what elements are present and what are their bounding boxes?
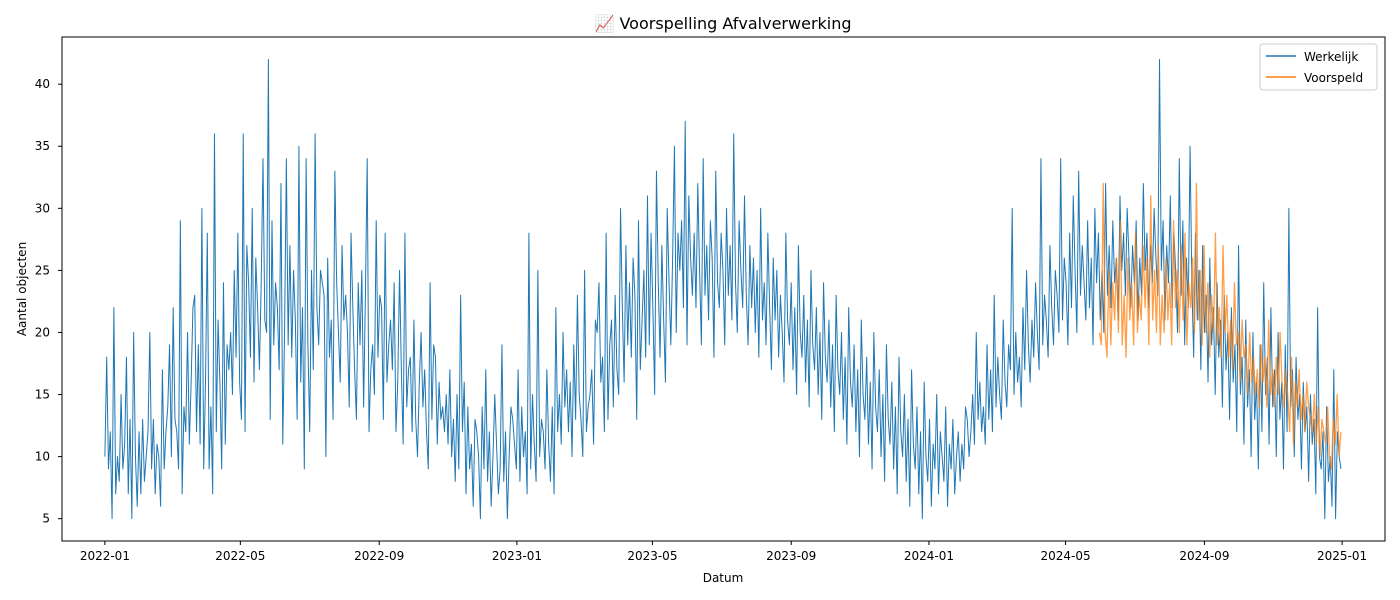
legend-label-voorspeld: Voorspeld (1304, 71, 1363, 85)
x-tick-label: 2024-01 (904, 549, 954, 563)
y-axis-ticks: 5 10 15 20 25 30 35 40 (35, 77, 62, 526)
x-tick-label: 2023-01 (492, 549, 542, 563)
legend: Werkelijk Voorspeld (1259, 43, 1378, 91)
x-tick-label: 2024-09 (1179, 549, 1229, 563)
y-tick-label: 10 (35, 450, 50, 464)
chart-title: 📈 Voorspelling Afvalverwerking (594, 14, 851, 33)
x-tick-label: 2022-09 (354, 549, 404, 563)
x-axis-label: Datum (703, 571, 744, 585)
x-tick-label: 2023-05 (627, 549, 677, 563)
x-tick-label: 2024-05 (1040, 549, 1090, 563)
y-tick-label: 35 (35, 139, 50, 153)
y-tick-label: 30 (35, 201, 50, 215)
series-lines (104, 58, 1342, 520)
y-tick-label: 20 (35, 325, 50, 339)
series-line-voorspeld (1098, 182, 1342, 470)
x-tick-label: 2022-05 (215, 549, 265, 563)
legend-label-werkelijk: Werkelijk (1304, 50, 1358, 64)
y-tick-label: 25 (35, 263, 50, 277)
y-tick-label: 15 (35, 388, 50, 402)
y-axis-label: Aantal objecten (15, 242, 29, 336)
x-tick-label: 2025-01 (1317, 549, 1367, 563)
y-tick-label: 40 (35, 77, 50, 91)
y-tick-label: 5 (42, 512, 50, 526)
x-tick-label: 2023-09 (766, 549, 816, 563)
x-axis-ticks: 2022-01 2022-05 2022-09 2023-01 2023-05 2023-… (80, 541, 1367, 563)
x-tick-label: 2022-01 (80, 549, 130, 563)
